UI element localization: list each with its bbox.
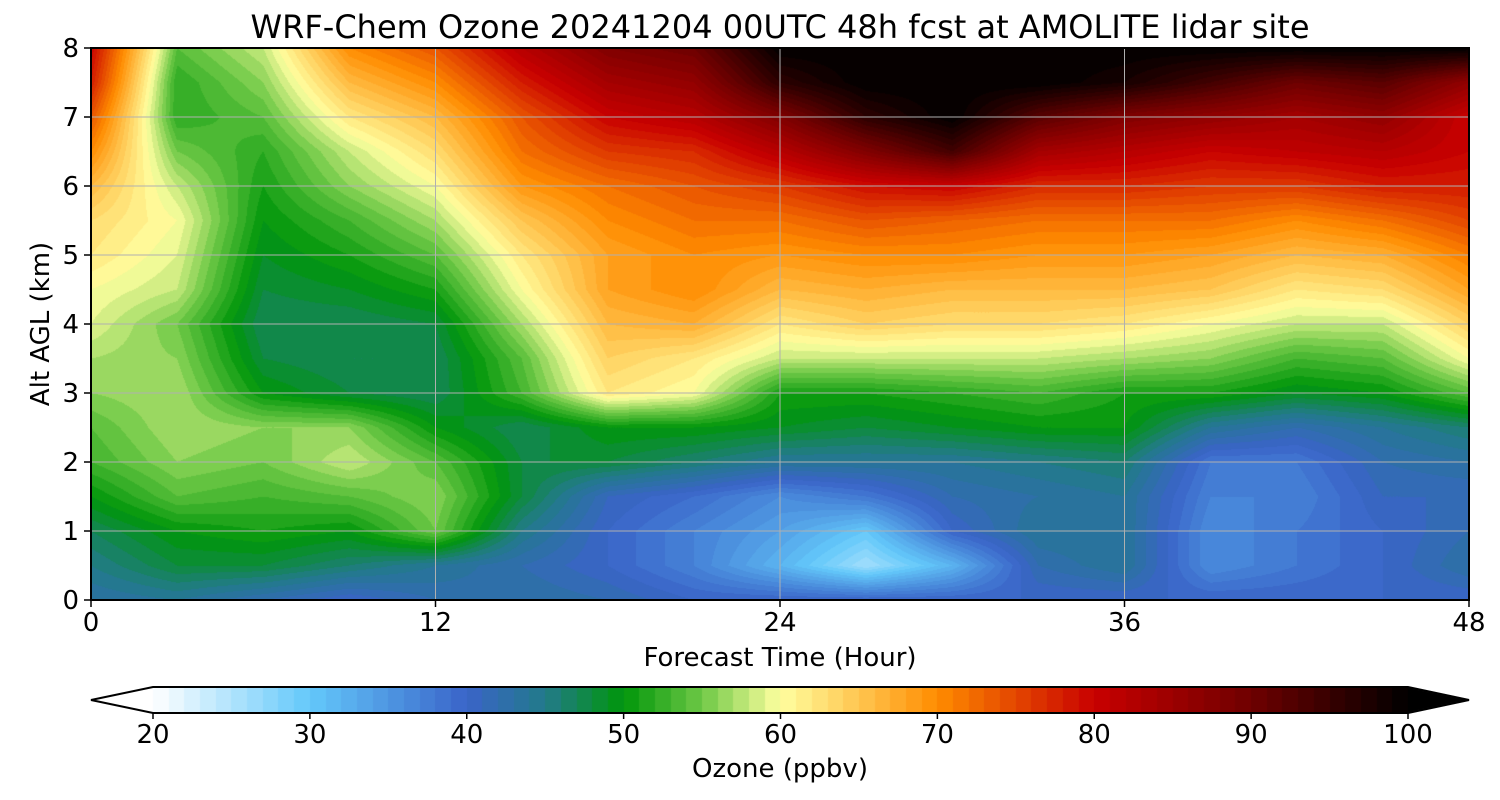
y-tick-label: 2	[62, 448, 79, 478]
grid-lines	[91, 48, 1469, 600]
colorbar-tick-label: 30	[293, 720, 326, 750]
colorbar-tick-label: 70	[921, 720, 954, 750]
colorbar	[91, 687, 1469, 713]
y-tick-label: 8	[62, 34, 79, 64]
y-tick-label: 1	[62, 517, 79, 547]
y-axis-ticks: 0 1 2 3 4 5 6 7 8	[62, 34, 91, 616]
colorbar-tick-label: 80	[1078, 720, 1111, 750]
x-tick-label: 48	[1452, 608, 1485, 638]
colorbar-tick-label: 20	[136, 720, 169, 750]
colorbar-tick-label: 40	[450, 720, 483, 750]
x-axis-label: Forecast Time (Hour)	[643, 643, 916, 673]
x-tick-label: 36	[1108, 608, 1141, 638]
y-tick-label: 5	[62, 241, 79, 271]
y-tick-label: 0	[62, 586, 79, 616]
x-tick-label: 24	[763, 608, 796, 638]
colorbar-tick-label: 90	[1235, 720, 1268, 750]
chart-title: WRF-Chem Ozone 20241204 00UTC 48h fcst a…	[250, 8, 1309, 46]
colorbar-canvas	[91, 687, 1469, 713]
y-tick-label: 7	[62, 103, 79, 133]
y-tick-label: 6	[62, 172, 79, 202]
y-axis-label: Alt AGL (km)	[26, 242, 56, 406]
y-tick-label: 3	[62, 379, 79, 409]
colorbar-label: Ozone (ppbv)	[692, 754, 868, 784]
y-tick-label: 4	[62, 310, 79, 340]
x-tick-label: 0	[83, 608, 100, 638]
colorbar-tick-label: 100	[1383, 720, 1433, 750]
x-tick-label: 12	[419, 608, 452, 638]
colorbar-tick-label: 50	[607, 720, 640, 750]
colorbar-tick-label: 60	[764, 720, 797, 750]
colorbar-ticks: 20 30 40 50 60 70 80 90 100	[136, 713, 1433, 750]
x-axis-ticks: 0 12 24 36 48	[83, 600, 1486, 638]
